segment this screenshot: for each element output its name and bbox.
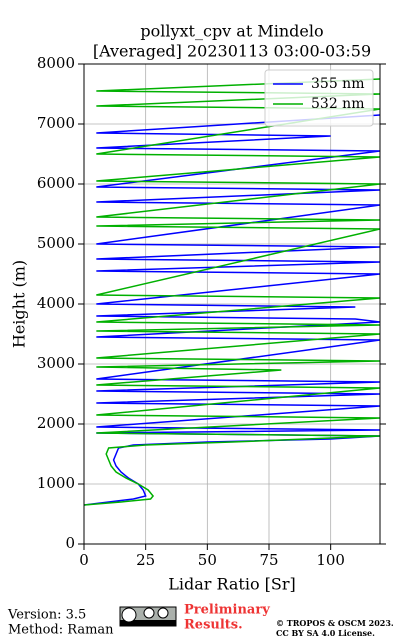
y-tick-label: 8000 <box>37 54 75 72</box>
plot-frame <box>83 63 381 545</box>
y-tick-label: 4000 <box>37 294 75 312</box>
method: Method: Raman <box>8 623 114 638</box>
legend-label: 532 nm <box>311 96 364 112</box>
x-tick-label: 50 <box>198 551 217 569</box>
plot-area: 0 25 50 75 100010002000300040005000600070008… <box>37 54 386 569</box>
x-axis-label: Lidar Ratio [Sr] <box>168 575 296 594</box>
y-tick-label: 6000 <box>37 174 75 192</box>
copyright: CC BY SA 4.0 License. <box>276 628 375 638</box>
profile-line <box>84 78 380 506</box>
legend-label: 355 nm <box>311 76 364 92</box>
legend: 355 nm 532 nm <box>264 69 374 127</box>
y-tick-label: 3000 <box>37 354 75 372</box>
preliminary: Results. <box>184 618 243 633</box>
cc-logo <box>119 606 177 627</box>
preliminary: Preliminary <box>184 603 270 618</box>
x-tick-label: 25 <box>136 551 155 569</box>
x-tick-label: 0 <box>79 551 89 569</box>
chart-subtitle: [Averaged] 20230113 03:00-03:59 <box>93 42 371 61</box>
y-tick-label: 1000 <box>37 474 75 492</box>
y-tick-label: 7000 <box>37 114 75 132</box>
y-axis-label: Height (m) <box>10 260 29 348</box>
version: Version: 3.5 <box>7 608 86 623</box>
x-tick-label: 75 <box>259 551 278 569</box>
x-tick-label: 100 <box>316 551 345 569</box>
y-tick-label: 0 <box>65 534 75 552</box>
y-tick-label: 2000 <box>37 414 75 432</box>
chart-title: pollyxt_cpv at Mindelo <box>140 22 323 41</box>
copyright: © TROPOS & OSCM 2023. <box>276 618 394 628</box>
y-tick-label: 5000 <box>37 234 75 252</box>
profile-line <box>84 114 380 506</box>
